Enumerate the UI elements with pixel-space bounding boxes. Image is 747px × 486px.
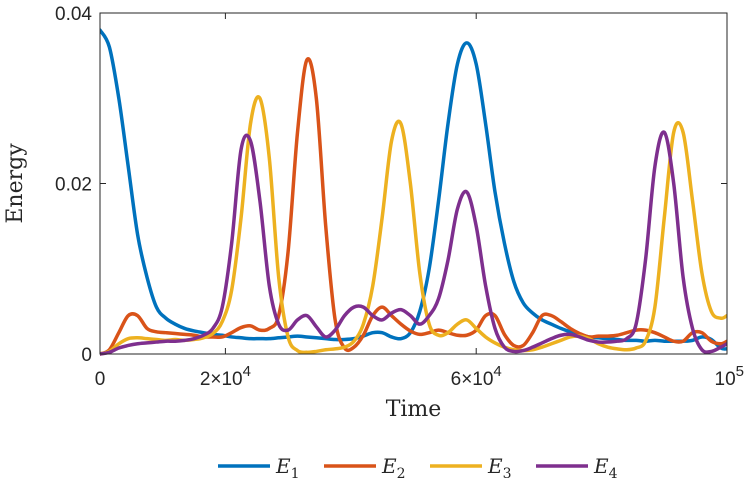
y-tick-label: 0.02 — [55, 175, 92, 196]
legend: E1 E2 E3 E4 — [218, 454, 618, 482]
legend-label-e1: E1 — [275, 454, 300, 482]
axes-box — [99, 12, 728, 355]
legend-label-e2: E2 — [381, 454, 406, 482]
x-tick-label: 0 — [95, 369, 106, 390]
ticks-layer — [99, 12, 728, 355]
series-line-e1 — [100, 28, 727, 351]
y-tick-label: 0 — [81, 345, 92, 366]
series-line-e3 — [100, 95, 727, 356]
x-tick-label: 105 — [715, 363, 744, 390]
x-tick-label: 2×104 — [200, 363, 251, 390]
legend-label-e4: E4 — [593, 454, 618, 482]
labels-layer: 0 2×104 6×104 105 0 0.02 0.04 — [55, 4, 744, 390]
series-layer — [100, 28, 727, 356]
series-line-e4 — [100, 130, 727, 356]
y-tick-label: 0.04 — [55, 4, 92, 25]
x-tick-label: 6×104 — [451, 363, 502, 390]
x-axis-title: Time — [386, 397, 442, 422]
y-axis-title: Energy — [3, 143, 28, 224]
legend-label-e3: E3 — [487, 454, 512, 482]
